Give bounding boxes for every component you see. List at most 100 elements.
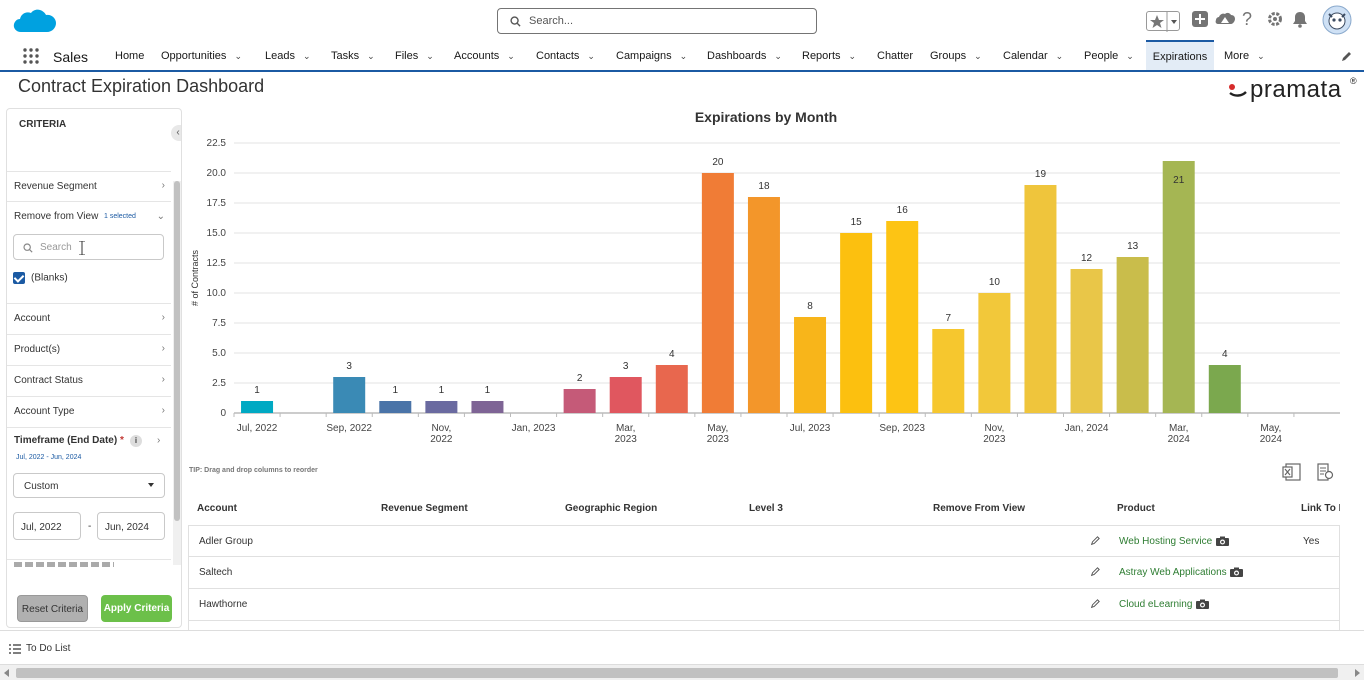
camera-icon[interactable]	[1229, 567, 1244, 578]
collapse-panel-button[interactable]: ‹	[171, 125, 181, 141]
chevron-down-icon[interactable]: ⌄	[426, 51, 434, 61]
chevron-down-icon[interactable]: ⌄	[1055, 51, 1064, 61]
column-settings-icon[interactable]	[1316, 462, 1334, 487]
filter-contract-status[interactable]: Contract Status ›	[7, 365, 171, 395]
col-header-revenue-segment[interactable]: Revenue Segment	[381, 503, 468, 514]
nav-item-reports[interactable]: Reports ⌄	[802, 42, 856, 70]
avatar[interactable]	[1322, 5, 1352, 40]
gear-icon[interactable]	[1266, 10, 1284, 33]
dropdown-caret-icon	[148, 483, 154, 487]
checkbox-checked[interactable]	[13, 272, 25, 284]
date-from-input[interactable]: Jul, 2022	[13, 512, 81, 540]
table-row[interactable]	[188, 621, 1340, 631]
app-launcher-icon[interactable]	[23, 48, 39, 69]
col-header-remove-from-view[interactable]: Remove From View	[933, 503, 1026, 514]
global-search-input[interactable]: Search...	[497, 8, 817, 34]
x-tick-label: Sep, 2022	[326, 423, 372, 434]
filter-timeframe-start-date[interactable]	[7, 559, 171, 567]
nav-item-campaigns[interactable]: Campaigns ⌄	[616, 42, 687, 70]
edit-pencil-icon[interactable]	[1090, 599, 1100, 609]
x-tick-label: Sep, 2023	[879, 423, 925, 434]
filter-account[interactable]: Account ›	[7, 303, 171, 333]
bar	[241, 401, 274, 413]
cell-product-link[interactable]: Cloud eLearning	[1119, 599, 1210, 610]
table-row[interactable]: Adler Group Web Hosting Service Yes	[188, 525, 1340, 557]
pramata-logo: pramata ®	[1226, 76, 1357, 103]
timeframe-title[interactable]: Timeframe (End Date) *	[14, 435, 124, 446]
scroll-left-arrow-icon[interactable]	[4, 669, 9, 677]
nav-item-accounts[interactable]: Accounts ⌄	[454, 42, 515, 70]
filter-remove-from-view[interactable]: Remove from View 1 selected ⌄	[7, 201, 171, 231]
nav-item-groups[interactable]: Groups ⌄	[930, 42, 982, 70]
col-header-level-3[interactable]: Level 3	[749, 503, 783, 514]
nav-item-calendar[interactable]: Calendar ⌄	[1003, 42, 1063, 70]
excel-export-icon[interactable]	[1282, 462, 1302, 487]
data-label: 19	[1035, 169, 1047, 180]
chevron-down-icon[interactable]: ⌄	[302, 51, 311, 61]
nav-item-opportunities[interactable]: Opportunities ⌄	[161, 42, 242, 70]
nav-item-dashboards[interactable]: Dashboards ⌄	[707, 42, 782, 70]
chevron-down-icon[interactable]: ⌄	[587, 51, 595, 61]
bell-icon[interactable]	[1292, 10, 1308, 33]
bar	[1116, 257, 1149, 413]
remove-from-view-search-input[interactable]: Search	[13, 234, 164, 260]
x-tick-label: Mar,	[616, 423, 635, 434]
chevron-down-icon[interactable]: ⌄	[367, 51, 375, 61]
help-icon[interactable]: ?	[1242, 9, 1253, 29]
col-header-geographic-region[interactable]: Geographic Region	[565, 503, 658, 514]
date-to-input[interactable]: Jun, 2024	[97, 512, 165, 540]
nav-item-chatter[interactable]: Chatter	[877, 42, 913, 70]
filter-revenue-segment[interactable]: Revenue Segment ›	[7, 171, 171, 201]
chevron-down-icon[interactable]: ⌄	[507, 51, 515, 61]
chevron-down-icon[interactable]: ⌄	[1257, 51, 1265, 61]
nav-item-tasks[interactable]: Tasks ⌄	[331, 42, 375, 70]
nav-item-contacts[interactable]: Contacts ⌄	[536, 42, 595, 70]
nav-item-people[interactable]: People ⌄	[1084, 42, 1134, 70]
filter-products[interactable]: Product(s) ›	[7, 334, 171, 364]
filter-account-type[interactable]: Account Type ›	[7, 396, 171, 426]
apply-criteria-button[interactable]: Apply Criteria	[101, 595, 172, 622]
camera-icon[interactable]	[1195, 599, 1210, 610]
table-row[interactable]: Saltech Astray Web Applications	[188, 557, 1340, 589]
scrollbar-thumb[interactable]	[174, 181, 180, 521]
chevron-down-icon[interactable]: ⌄	[1126, 51, 1134, 61]
col-header-account[interactable]: Account	[197, 503, 237, 514]
scrollbar-thumb[interactable]	[16, 668, 1338, 678]
nav-item-more[interactable]: More ⌄	[1224, 42, 1265, 70]
todo-list-button[interactable]: To Do List	[26, 643, 71, 654]
info-icon[interactable]: i	[130, 435, 142, 447]
edit-nav-icon[interactable]	[1340, 50, 1352, 68]
filter-label: Account	[14, 313, 51, 324]
scroll-right-arrow-icon[interactable]	[1355, 669, 1360, 677]
chevron-down-icon[interactable]: ⌄	[974, 51, 982, 61]
timeframe-select[interactable]: Custom	[13, 473, 165, 498]
salesforce-logo[interactable]	[11, 6, 59, 43]
chevron-down-icon[interactable]: ⌄	[774, 51, 782, 61]
nav-item-files[interactable]: Files ⌄	[395, 42, 434, 70]
chevron-down-icon[interactable]: ⌄	[234, 51, 242, 61]
table-row[interactable]: Hawthorne Cloud eLearning	[188, 589, 1340, 621]
page-horizontal-scrollbar[interactable]	[0, 664, 1364, 680]
y-tick-label: 15.0	[207, 228, 227, 239]
cell-product-link[interactable]: Astray Web Applications	[1119, 567, 1244, 578]
favorites-button[interactable]	[1146, 11, 1180, 32]
filter-label: Product(s)	[14, 344, 61, 355]
col-header-product[interactable]: Product	[1117, 503, 1155, 514]
chevron-down-icon[interactable]: ⌄	[848, 51, 857, 61]
add-icon[interactable]	[1191, 10, 1209, 33]
trailhead-icon[interactable]	[1215, 10, 1235, 33]
nav-item-home[interactable]: Home	[115, 42, 144, 70]
blanks-checkbox-option[interactable]: (Blanks)	[13, 272, 68, 284]
edit-pencil-icon[interactable]	[1090, 536, 1100, 546]
nav-item-leads[interactable]: Leads ⌄	[265, 42, 311, 70]
cell-product-link[interactable]: Web Hosting Service	[1119, 536, 1230, 547]
brand-mark: ®	[1350, 76, 1357, 86]
col-header-link[interactable]: Link To P	[1301, 503, 1340, 514]
nav-item-expirations[interactable]: Expirations	[1146, 40, 1214, 70]
nav-item-label: Accounts	[454, 50, 500, 62]
camera-icon[interactable]	[1215, 536, 1230, 547]
criteria-scrollbar[interactable]	[173, 181, 181, 565]
chevron-down-icon[interactable]: ⌄	[679, 51, 688, 61]
edit-pencil-icon[interactable]	[1090, 567, 1100, 577]
reset-criteria-button[interactable]: Reset Criteria	[17, 595, 88, 622]
